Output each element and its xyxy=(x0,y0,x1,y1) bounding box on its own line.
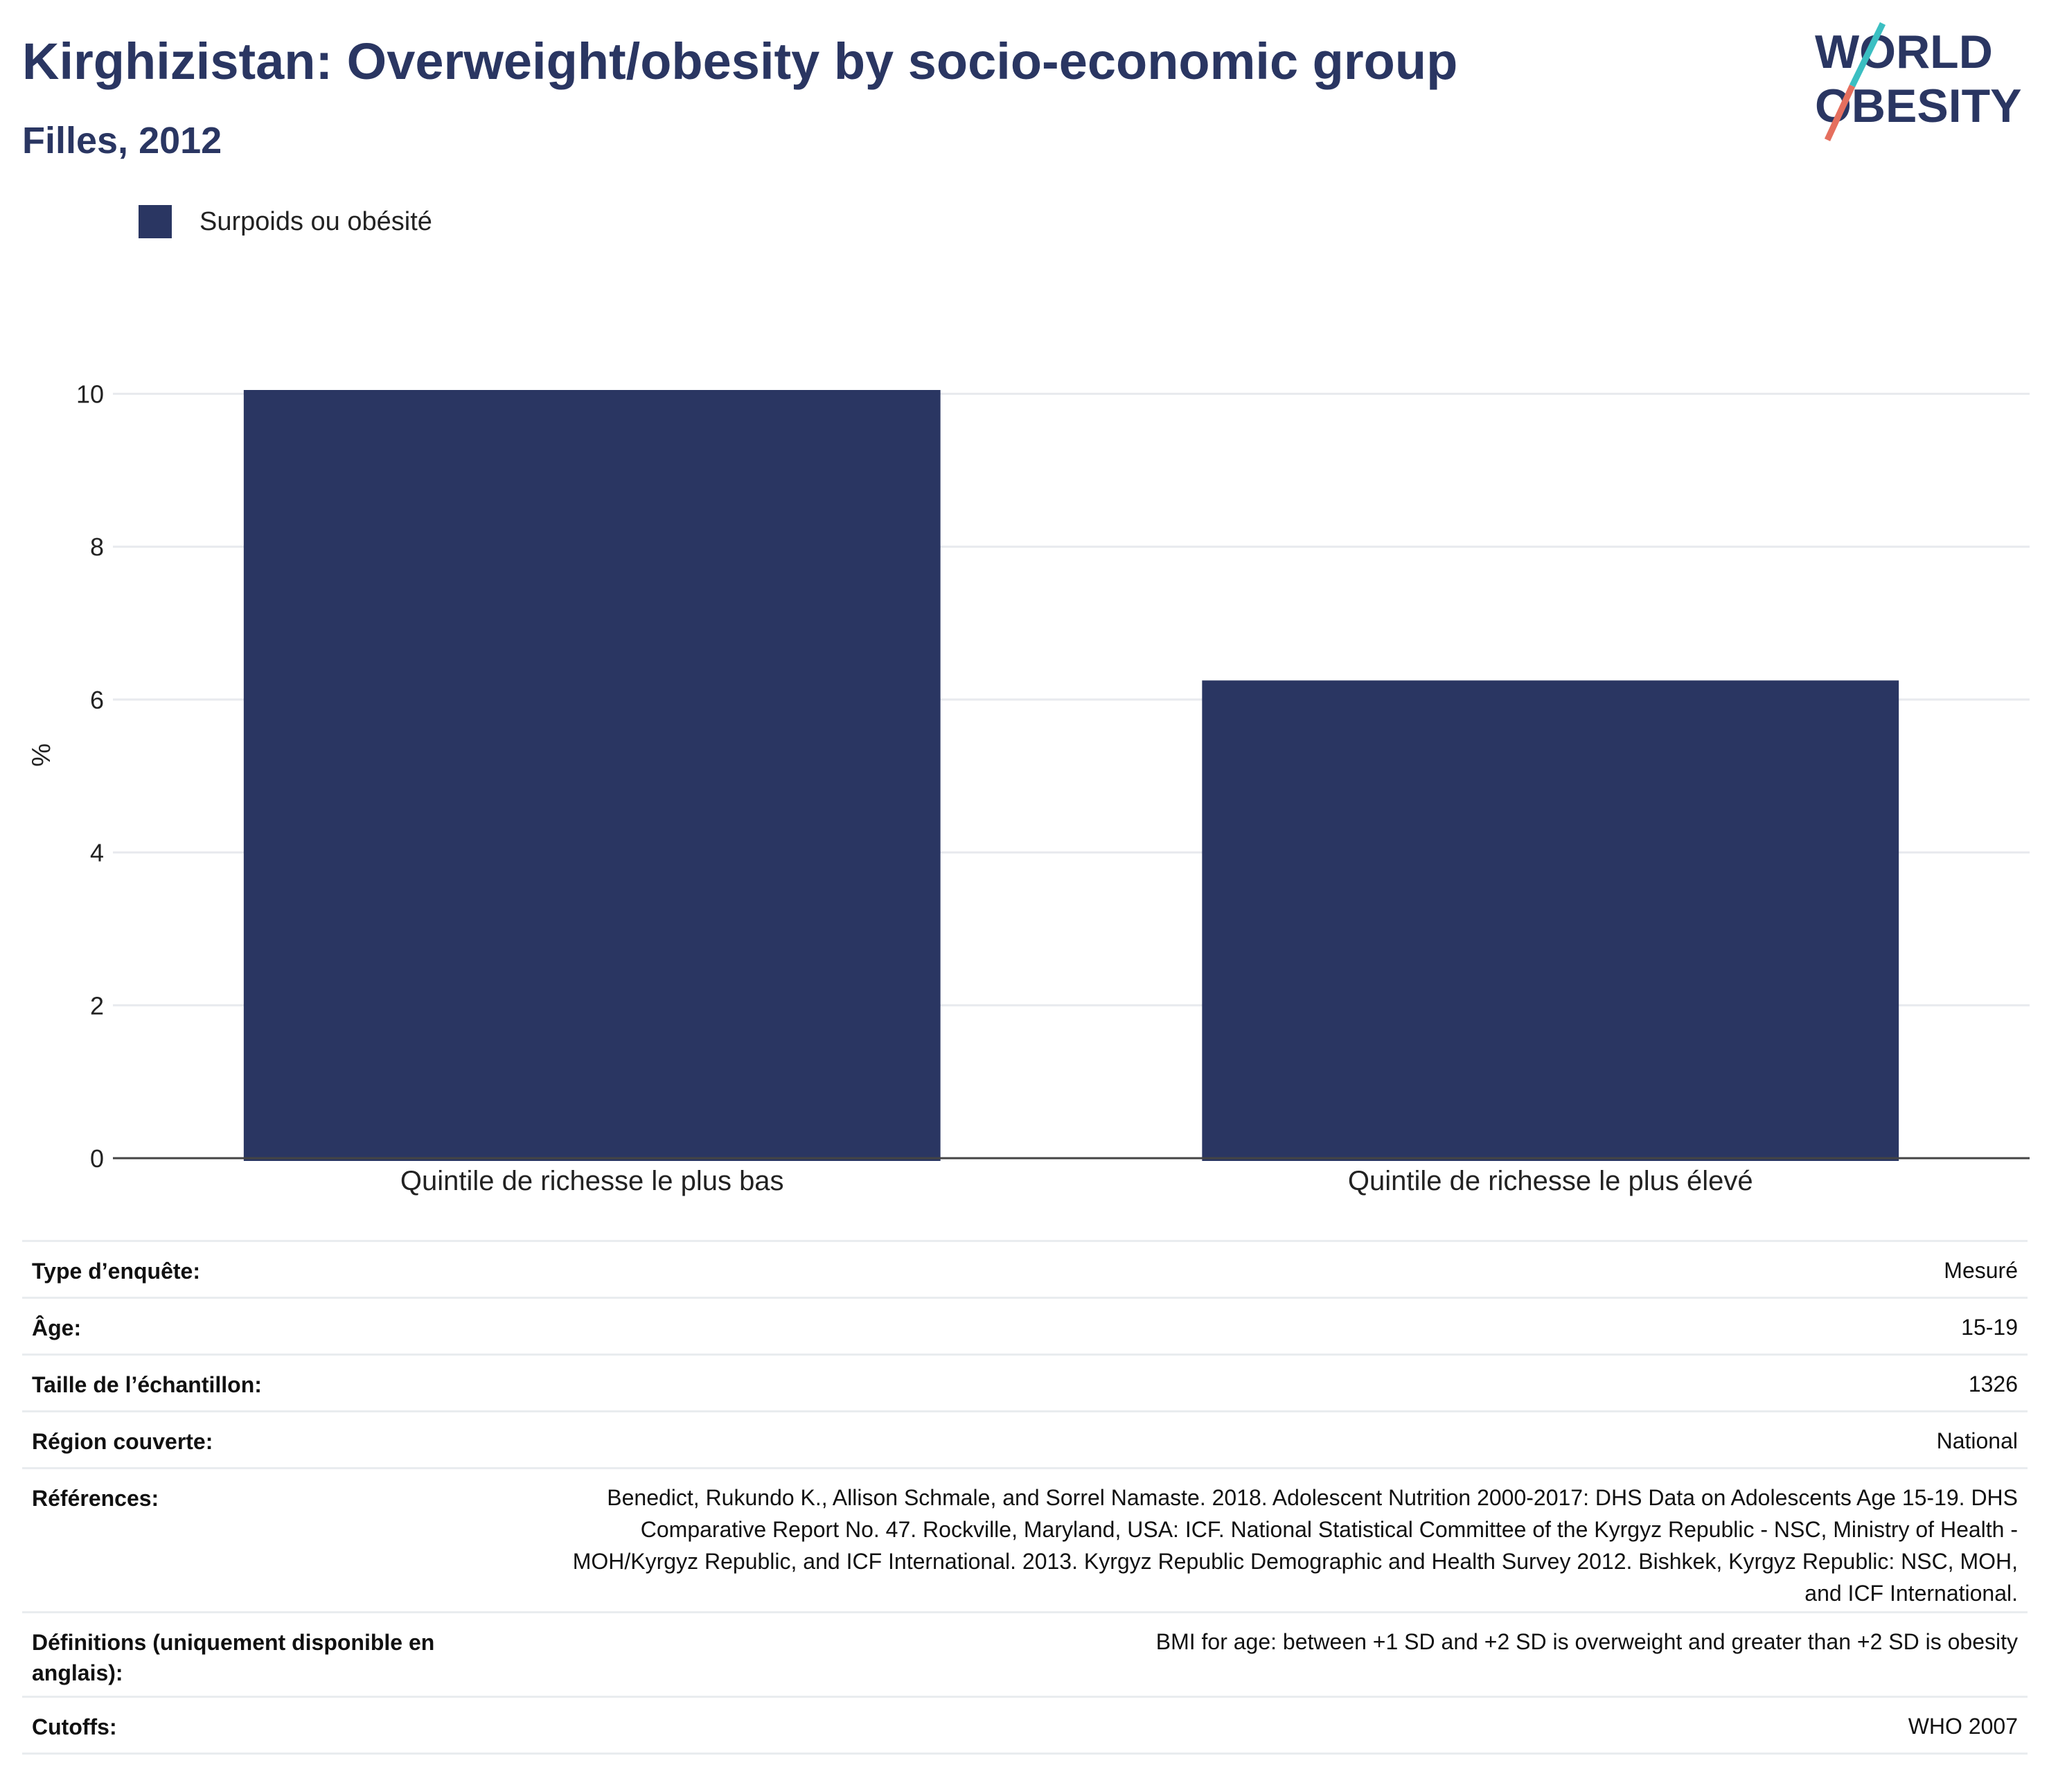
metadata-row: Région couverte: National xyxy=(22,1411,2028,1469)
metadata-value: BMI for age: between +1 SD and +2 SD is … xyxy=(513,1612,2028,1698)
chart-subtitle: Filles, 2012 xyxy=(22,120,222,161)
x-tick-label: Quintile de richesse le plus bas xyxy=(400,1166,784,1196)
metadata-value: Mesuré xyxy=(513,1241,2028,1299)
y-tick-label: 2 xyxy=(90,991,104,1020)
logo-line1: WORLD xyxy=(1815,26,1993,78)
metadata-key: Cutoffs: xyxy=(22,1696,513,1755)
chart-legend: Surpoids ou obésité xyxy=(139,205,432,238)
metadata-key: Type d’enquête: xyxy=(22,1241,513,1299)
logo-stroke-teal xyxy=(1849,22,1886,87)
x-tick-label: Quintile de richesse le plus élevé xyxy=(1348,1166,1753,1196)
y-axis-label: % xyxy=(27,743,56,767)
metadata-value: 1326 xyxy=(513,1354,2028,1412)
metadata-row: Type d’enquête: Mesuré xyxy=(22,1241,2028,1299)
metadata-key: Âge: xyxy=(22,1297,513,1356)
metadata-key: Taille de l’échantillon: xyxy=(22,1354,513,1412)
metadata-row: Références: Benedict, Rukundo K., Allison… xyxy=(22,1468,2028,1613)
x-tick-labels: Quintile de richesse le plus bas Quintile… xyxy=(400,1166,1753,1196)
y-tick-labels: 0 2 4 6 8 10 xyxy=(76,380,104,1173)
metadata-value: National xyxy=(513,1411,2028,1469)
metadata-value: 15-19 xyxy=(513,1297,2028,1356)
y-tick-label: 4 xyxy=(90,839,104,867)
y-tick-label: 0 xyxy=(90,1144,104,1173)
metadata-value: WHO 2007 xyxy=(513,1696,2028,1755)
legend-swatch xyxy=(139,205,172,238)
y-tick-label: 6 xyxy=(90,686,104,714)
bar-chart: 0 2 4 6 8 10 Quintile de richesse le plus bas… xyxy=(27,380,2030,1196)
metadata-key: Région couverte: xyxy=(22,1411,513,1469)
chart-title: Kirghizistan: Overweight/obesity by soci… xyxy=(22,33,1458,90)
metadata-value: Benedict, Rukundo K., Allison Schmale, a… xyxy=(513,1468,2028,1613)
y-tick-label: 8 xyxy=(90,533,104,561)
world-obesity-logo: WORLD OBESITY xyxy=(1815,22,2022,141)
metadata-row: Taille de l’échantillon: 1326 xyxy=(22,1354,2028,1412)
bar-1 xyxy=(1202,680,1899,1161)
metadata-key: Définitions (uniquement disponible en an… xyxy=(22,1612,513,1698)
bars xyxy=(243,390,1899,1161)
bar-0 xyxy=(243,390,941,1161)
metadata-table: Type d’enquête: Mesuré Âge: 15-19 Taille de … xyxy=(22,1240,2028,1755)
y-tick-label: 10 xyxy=(76,380,104,409)
metadata-row: Définitions (uniquement disponible en an… xyxy=(22,1612,2028,1698)
metadata-row: Âge: 15-19 xyxy=(22,1297,2028,1356)
metadata-key: Références: xyxy=(22,1468,513,1613)
logo-stroke-coral xyxy=(1824,85,1856,141)
metadata-row: Cutoffs: WHO 2007 xyxy=(22,1696,2028,1755)
legend-label: Surpoids ou obésité xyxy=(199,206,432,236)
